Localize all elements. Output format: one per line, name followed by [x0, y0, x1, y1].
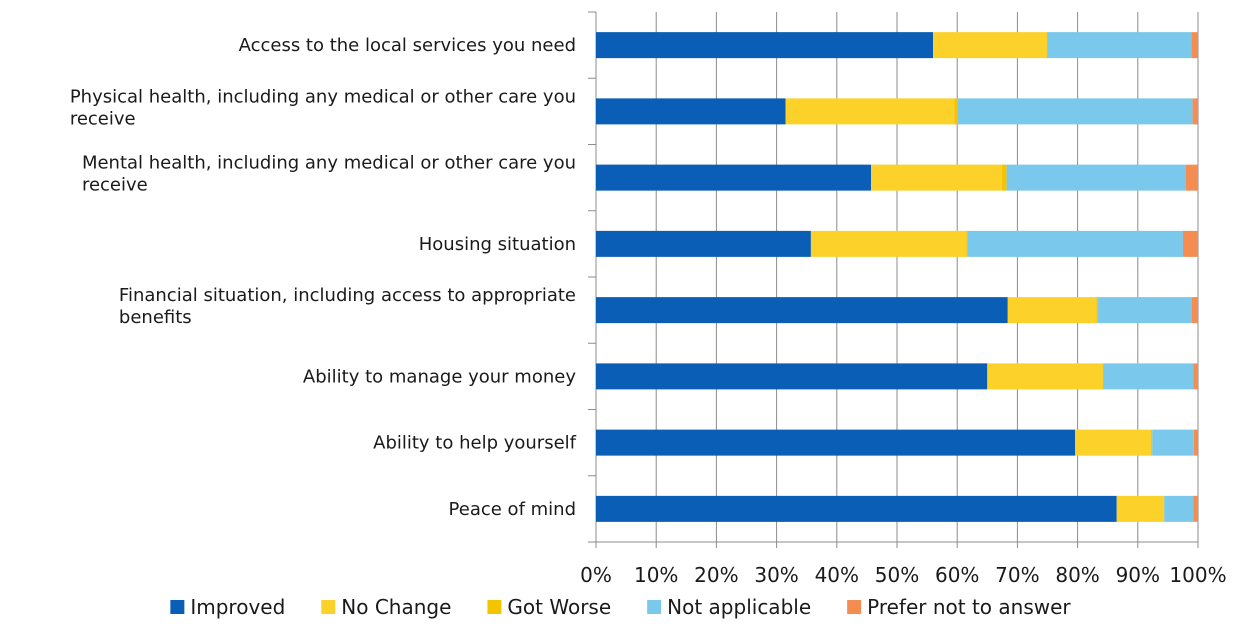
legend-item-got-worse: Got Worse: [487, 595, 611, 619]
bar-segment-improved: [596, 429, 1076, 456]
category-label: Ability to manage your money: [303, 366, 576, 387]
bar-segment-no-change: [1116, 495, 1164, 522]
bar-segment-not-applicable: [1164, 495, 1194, 522]
category-label-line: Mental health, including any medical or …: [82, 153, 576, 174]
bar-segment-not-applicable: [967, 230, 1183, 257]
x-tick-label: 80%: [1055, 563, 1099, 587]
bar-segment-improved: [596, 32, 934, 59]
bar-segment-not-applicable: [1006, 164, 1186, 191]
category-label-line: Physical health, including any medical o…: [70, 86, 576, 107]
legend-swatch: [170, 600, 185, 614]
category-label: Ability to help yourself: [373, 433, 577, 454]
category-label: Access to the local services you need: [239, 35, 576, 56]
bar-segment-got-worse: [1163, 495, 1165, 522]
bar-segment-got-worse: [1046, 32, 1048, 59]
bar-segment-prefer-not-to-answer: [1191, 32, 1198, 59]
category-label-line: benefits: [119, 307, 192, 328]
x-tick-label: 50%: [875, 563, 919, 587]
legend-item-not-applicable: Not applicable: [647, 595, 811, 619]
legend-swatch: [487, 600, 502, 614]
x-tick-label: 30%: [754, 563, 798, 587]
bar-segment-prefer-not-to-answer: [1182, 230, 1198, 257]
legend-label: Got Worse: [507, 595, 611, 619]
bar-segment-improved: [596, 495, 1117, 522]
x-tick-label: 10%: [634, 563, 678, 587]
x-tick-label: 40%: [815, 563, 859, 587]
bars-layer: [596, 32, 1198, 522]
bar-segment-no-change: [785, 98, 955, 125]
bar-segment-not-applicable: [957, 98, 1193, 125]
bar-segment-not-applicable: [1098, 297, 1192, 324]
bar-segment-no-change: [933, 32, 1047, 59]
category-label-line: receive: [70, 108, 136, 129]
legend-item-improved: Improved: [170, 595, 285, 619]
legend-label: Not applicable: [667, 595, 811, 619]
bar-segment-improved: [596, 297, 1008, 324]
bar-segment-got-worse: [954, 98, 958, 125]
legend-label: Improved: [190, 595, 285, 619]
category-labels: Access to the local services you need Phy…: [70, 35, 577, 520]
legend-swatch: [647, 600, 662, 614]
legend-label: No Change: [341, 595, 451, 619]
x-tick-label: 100%: [1169, 563, 1226, 587]
bar-segment-no-change: [1007, 297, 1097, 324]
x-tick-labels: 0% 10% 20% 30% 40% 50% 60% 70% 80% 90% 100%: [580, 563, 1226, 587]
category-label: Housing situation: [419, 234, 576, 255]
legend-item-prefer-not-to-answer: Prefer not to answer: [847, 595, 1071, 619]
x-tick-label: 90%: [1116, 563, 1160, 587]
bar-segment-no-change: [987, 363, 1103, 390]
category-label-line: receive: [82, 175, 148, 196]
legend-swatch: [321, 600, 336, 614]
legend-swatch: [847, 600, 862, 614]
bar-segment-not-applicable: [1103, 363, 1194, 390]
bar-segment-got-worse: [1151, 429, 1153, 456]
x-tick-label: 0%: [580, 563, 612, 587]
x-tick-label: 70%: [995, 563, 1039, 587]
grid-layer: [655, 12, 1199, 542]
bar-segment-prefer-not-to-answer: [1193, 429, 1198, 456]
legend-item-no-change: No Change: [321, 595, 451, 619]
bar-segment-not-applicable: [1152, 429, 1194, 456]
bar-segment-prefer-not-to-answer: [1192, 98, 1198, 125]
bar-segment-got-worse: [1102, 363, 1104, 390]
category-label: Peace of mind: [449, 499, 576, 520]
bar-segment-not-applicable: [1047, 32, 1192, 59]
bar-segment-improved: [596, 98, 786, 125]
axis-layer: [588, 11, 1199, 548]
bar-segment-improved: [596, 164, 872, 191]
bar-segment-no-change: [871, 164, 1002, 191]
bar-segment-got-worse: [966, 230, 968, 257]
category-label-line: Financial situation, including access to…: [119, 285, 576, 306]
legend-label: Prefer not to answer: [867, 595, 1071, 619]
bar-segment-improved: [596, 230, 811, 257]
bar-segment-got-worse: [1096, 297, 1099, 324]
bar-segment-no-change: [810, 230, 967, 257]
bar-segment-prefer-not-to-answer: [1193, 495, 1198, 522]
bar-segment-improved: [596, 363, 988, 390]
x-tick-label: 20%: [694, 563, 738, 587]
bar-segment-no-change: [1075, 429, 1152, 456]
bar-segment-got-worse: [1001, 164, 1007, 191]
bar-segment-prefer-not-to-answer: [1193, 363, 1198, 390]
bar-segment-prefer-not-to-answer: [1191, 297, 1198, 324]
legend: Improved No Change Got Worse Not applicable…: [170, 595, 1071, 619]
bar-segment-prefer-not-to-answer: [1185, 164, 1198, 191]
x-tick-label: 60%: [935, 563, 979, 587]
